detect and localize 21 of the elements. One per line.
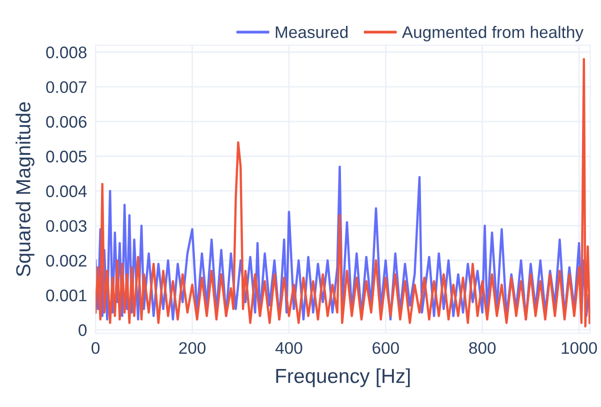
y-tick-label: 0.007 — [46, 81, 86, 94]
y-tick-label: 0.004 — [46, 185, 87, 198]
y-tick-label: 0.001 — [46, 290, 86, 302]
x-tick-label: 0 — [92, 342, 100, 354]
y-tick-label: 0.005 — [46, 150, 87, 162]
line-series — [96, 166, 590, 321]
x-tick-label: 1000 — [562, 342, 597, 354]
y-tick-label: 0.003 — [46, 220, 86, 232]
x-axis-title: Frequency [Hz] — [276, 368, 410, 388]
x-tick-label: 200 — [179, 342, 206, 354]
y-tick-label: 0.006 — [46, 116, 86, 128]
x-tick-label: 400 — [275, 342, 302, 354]
legend-label: Augmented from healthy — [402, 26, 584, 42]
y-tick-label: 0.002 — [46, 254, 86, 267]
y-tick-label: 0 — [78, 324, 87, 336]
legend-label: Measured — [276, 26, 348, 38]
line-series — [96, 58, 590, 328]
y-axis-title: Squared Magnitude — [16, 102, 34, 276]
y-tick-label: 0.008 — [46, 46, 87, 58]
x-tick-label: 600 — [372, 342, 399, 354]
x-tick-label: 800 — [469, 342, 496, 354]
